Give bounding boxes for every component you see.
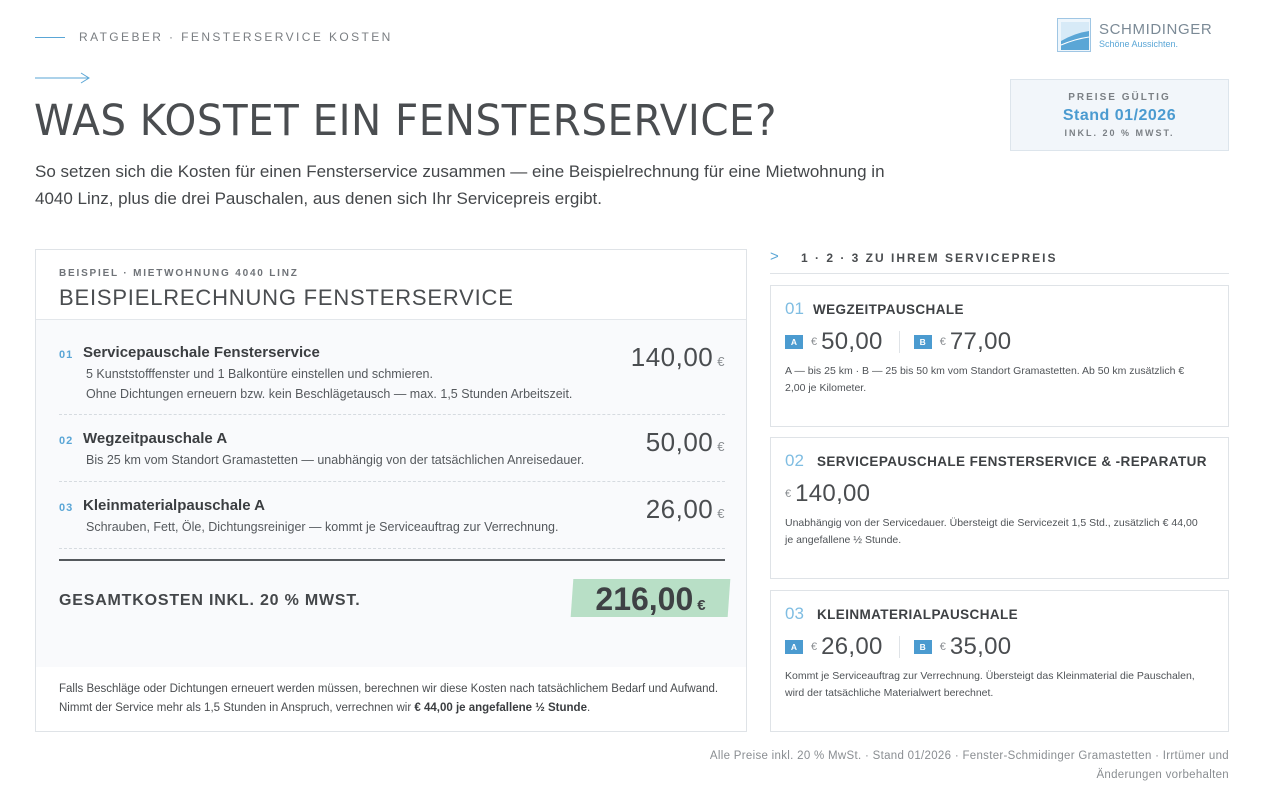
- item-price: 50,00 €: [646, 427, 725, 458]
- validity-date: Stand 01/2026: [1062, 107, 1177, 124]
- item-price: 26,00 €: [646, 494, 725, 525]
- price-card-description: A — bis 25 km · B — 25 bis 50 km vom Sta…: [785, 365, 1185, 394]
- tier-b-price: 35,00: [949, 633, 1012, 660]
- item-name: Wegzeitpauschale A: [83, 430, 228, 447]
- item-description-2: Ohne Dichtungen erneuern bzw. kein Besch…: [86, 387, 573, 401]
- invoice-note: Falls Beschläge oder Dichtungen erneuert…: [59, 680, 729, 718]
- total-amount: 216,00 €: [572, 579, 729, 617]
- tier-a-badge: A: [785, 335, 803, 349]
- company-logo[interactable]: SCHMIDINGER Schöne Aussichten.: [1057, 18, 1212, 52]
- breadcrumb: RATGEBER · FENSTERSERVICE KOSTEN: [35, 30, 393, 44]
- page-title: WAS KOSTET EIN FENSTERSERVICE?: [34, 96, 777, 146]
- total-label: GESAMTKOSTEN INKL. 20 % MWST.: [59, 592, 361, 609]
- price-card-material: 03 KLEINMATERIALPAUSCHALE A € 26,00 B € …: [770, 590, 1229, 732]
- currency-symbol: €: [811, 641, 818, 653]
- arrow-right-icon: [35, 72, 90, 84]
- item-price-value: 50,00: [645, 427, 714, 457]
- tier-a-price: 26,00: [821, 633, 883, 660]
- validity-tax: INKL. 20 % MWST.: [1064, 128, 1175, 138]
- item-price: 140,00 €: [631, 342, 725, 373]
- price-row: A € 26,00 B € 35,00: [785, 633, 1011, 661]
- pricing-heading-text: 1 · 2 · 3 ZU IHREM SERVICEPREIS: [801, 251, 1058, 265]
- logo-mark-icon: [1057, 18, 1091, 52]
- service-price: 140,00: [795, 480, 871, 507]
- validity-box: PREISE GÜLTIG Stand 01/2026 INKL. 20 % M…: [1010, 79, 1229, 151]
- item-number: 03: [59, 502, 74, 514]
- currency-symbol: €: [717, 506, 725, 521]
- note-end: .: [586, 702, 591, 714]
- price-card-title: SERVICEPAUSCHALE FENSTERSERVICE & -REPAR…: [817, 454, 1207, 469]
- validity-label: PREISE GÜLTIG: [1068, 92, 1171, 103]
- item-name: Servicepauschale Fensterservice: [83, 344, 320, 361]
- item-name: Kleinmaterialpauschale A: [83, 497, 266, 514]
- total-divider: [59, 559, 725, 561]
- chevron-right-icon: >: [770, 248, 779, 265]
- price-row: € 140,00: [785, 480, 870, 508]
- price-card-description: Kommt je Serviceauftrag zur Verrechnung.…: [785, 670, 1195, 699]
- tier-a-price: 50,00: [821, 328, 883, 355]
- pricing-heading: > 1 · 2 · 3 ZU IHREM SERVICEPREIS: [770, 248, 1229, 274]
- price-card-travel: 01 WEGZEITPAUSCHALE A € 50,00 B € 77,00 …: [770, 285, 1229, 427]
- invoice-line-item: 01 Servicepauschale Fensterservice 5 Kun…: [59, 342, 725, 415]
- tier-b-badge: B: [913, 335, 932, 349]
- price-card-title: KLEINMATERIALPAUSCHALE: [817, 607, 1019, 622]
- currency-symbol: €: [939, 641, 946, 653]
- item-description: Schrauben, Fett, Öle, Dichtungsreiniger …: [86, 520, 559, 534]
- item-description: Bis 25 km vom Standort Gramastetten — un…: [86, 453, 585, 467]
- price-card-number: 03: [785, 604, 804, 623]
- breadcrumb-dash: [35, 36, 65, 38]
- example-invoice-card: BEISPIEL · MIETWOHNUNG 4040 LINZ BEISPIE…: [35, 249, 747, 732]
- price-card-title: WEGZEITPAUSCHALE: [813, 302, 964, 317]
- price-row: A € 50,00 B € 77,00: [785, 328, 1011, 356]
- note-text: Falls Beschläge oder Dichtungen erneuert…: [59, 683, 719, 714]
- price-divider: [898, 331, 900, 353]
- invoice-body: 01 Servicepauschale Fensterservice 5 Kun…: [36, 320, 746, 667]
- currency-symbol: €: [697, 597, 706, 614]
- price-divider: [898, 636, 900, 658]
- tier-b-price: 77,00: [949, 328, 1012, 355]
- price-card-number: 02: [785, 451, 804, 470]
- breadcrumb-text: RATGEBER · FENSTERSERVICE KOSTEN: [79, 30, 393, 44]
- total-amount-value: 216,00: [595, 581, 694, 617]
- footer-line-1: Alle Preise inkl. 20 % MwSt. · Stand 01/…: [709, 750, 1229, 762]
- item-number: 02: [59, 435, 74, 447]
- intro-text: So setzen sich die Kosten für einen Fens…: [35, 162, 885, 208]
- note-bold: € 44,00 je angefallene ½ Stunde: [414, 702, 587, 714]
- price-card-description: Unabhängig von der Servicedauer. Überste…: [785, 517, 1198, 546]
- item-price-value: 26,00: [645, 494, 714, 524]
- price-card-number: 01: [785, 299, 804, 318]
- tier-a-badge: A: [785, 640, 803, 654]
- item-number: 01: [59, 349, 74, 361]
- invoice-line-item: 02 Wegzeitpauschale A Bis 25 km vom Stan…: [59, 415, 725, 482]
- price-card-service: 02 SERVICEPAUSCHALE FENSTERSERVICE & -RE…: [770, 437, 1229, 579]
- currency-symbol: €: [811, 336, 818, 348]
- currency-symbol: €: [939, 336, 946, 348]
- currency-symbol: €: [717, 354, 725, 369]
- item-price-value: 140,00: [630, 342, 714, 372]
- logo-tagline: Schöne Aussichten.: [1099, 39, 1179, 49]
- tier-b-badge: B: [913, 640, 932, 654]
- invoice-header: BEISPIEL · MIETWOHNUNG 4040 LINZ BEISPIE…: [36, 250, 746, 320]
- footer-line-2: Änderungen vorbehalten: [1096, 769, 1229, 781]
- logo-brand: SCHMIDINGER: [1099, 21, 1213, 38]
- footer-note: Alle Preise inkl. 20 % MwSt. · Stand 01/…: [669, 747, 1229, 785]
- item-description: 5 Kunststofffenster und 1 Balkontüre ein…: [86, 367, 433, 381]
- invoice-kicker: BEISPIEL · MIETWOHNUNG 4040 LINZ: [59, 268, 299, 279]
- invoice-line-item: 03 Kleinmaterialpauschale A Schrauben, F…: [59, 482, 725, 549]
- invoice-title: BEISPIELRECHNUNG FENSTERSERVICE: [59, 285, 514, 310]
- currency-symbol: €: [717, 439, 725, 454]
- currency-symbol: €: [785, 488, 792, 500]
